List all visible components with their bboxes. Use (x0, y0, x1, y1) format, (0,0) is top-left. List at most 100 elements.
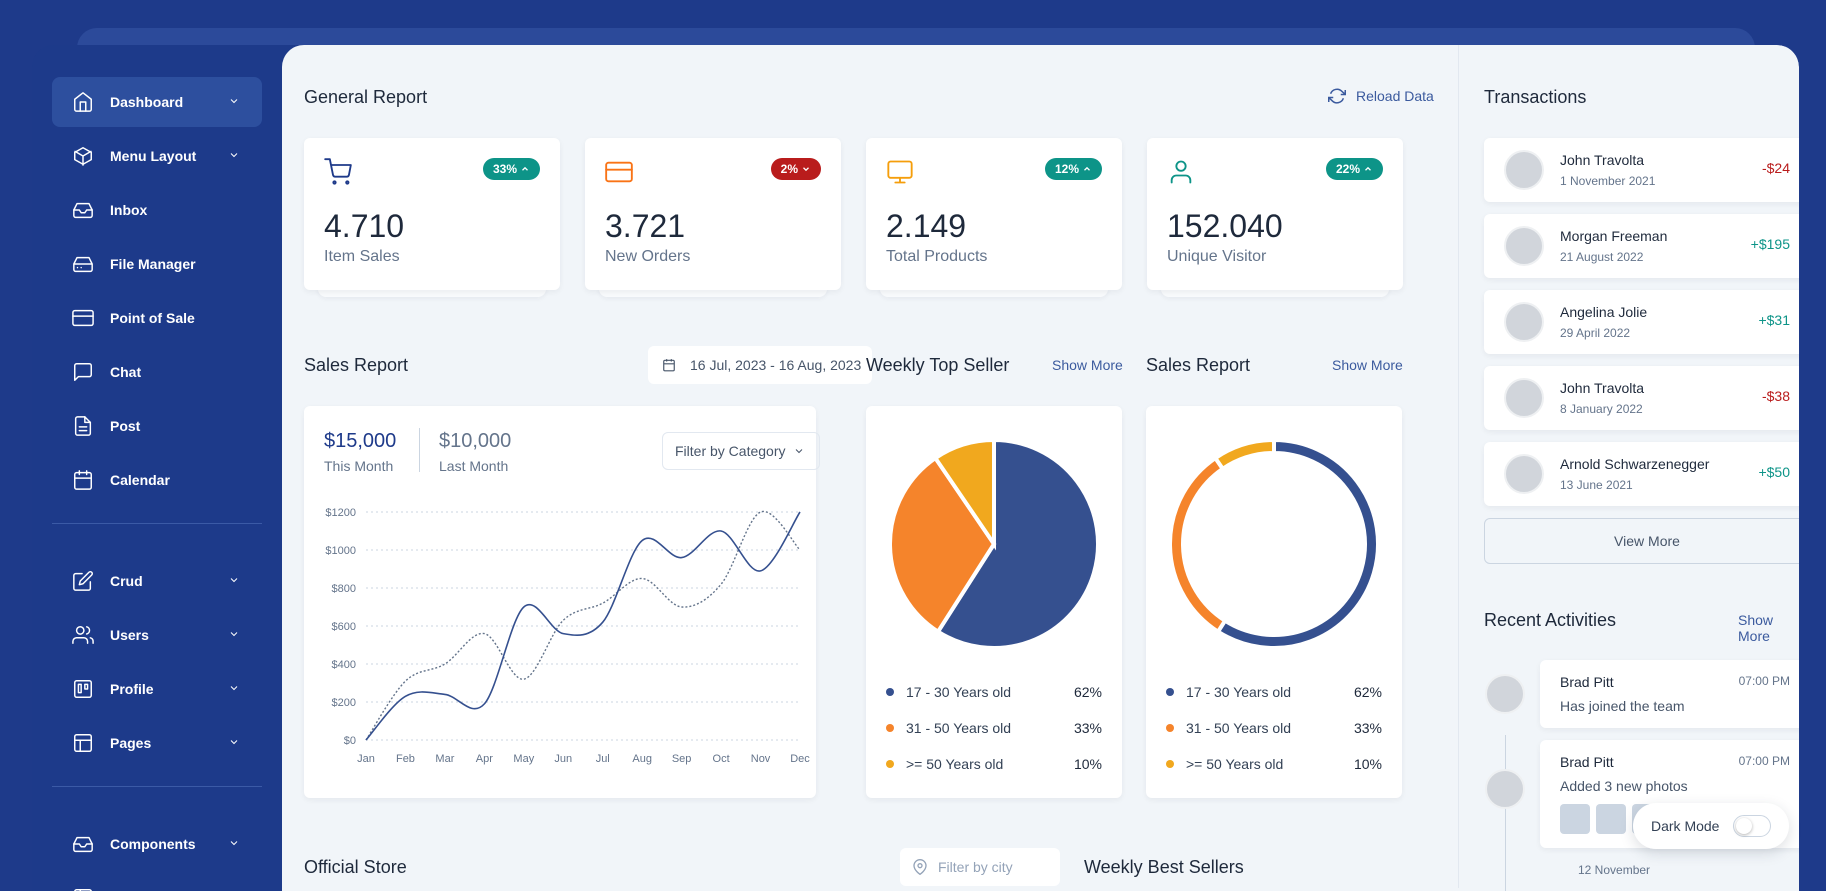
switch-knob (1736, 818, 1752, 834)
box-icon (72, 145, 94, 167)
transaction-item[interactable]: John Travolta 8 January 2022 -$38 (1484, 366, 1799, 430)
transaction-name: Angelina Jolie (1560, 304, 1648, 320)
activity-text: Has joined the team (1560, 698, 1685, 714)
y-tick-label: $0 (344, 735, 356, 747)
view-more-button[interactable]: View More (1484, 518, 1799, 564)
x-tick-label: Feb (396, 753, 415, 765)
series-line-last-month (365, 510, 801, 741)
activity-item: Brad Pitt 07:00 PM Has joined the team (1540, 660, 1799, 728)
transaction-date: 8 January 2022 (1560, 402, 1643, 416)
chevron-down-icon (796, 449, 803, 454)
sidebar-item-components[interactable]: Components (52, 819, 262, 869)
x-tick-label: Nov (751, 753, 771, 765)
transaction-date: 29 April 2022 (1560, 326, 1631, 340)
inbox-icon (72, 833, 94, 855)
dark-mode-toggle[interactable]: Dark Mode (1633, 803, 1789, 849)
sidebar-item-label: Calendar (110, 472, 170, 488)
sidebar-item-chat[interactable]: Chat (52, 347, 262, 397)
date-range-value: 16 Jul, 2023 - 16 Aug, 2023 (690, 357, 862, 373)
weekly-top-seller-show-more[interactable]: Show More (1052, 357, 1123, 373)
y-tick-label: $400 (332, 659, 356, 671)
recent-activities-show-more[interactable]: Show More (1738, 612, 1774, 644)
transaction-item[interactable]: Arnold Schwarzenegger 13 June 2021 +$50 (1484, 442, 1799, 506)
sidebar-item-label: Profile (110, 681, 154, 697)
legend-item: 17 - 30 Years old 62% (1166, 682, 1382, 702)
legend-item: >= 50 Years old 10% (1166, 754, 1382, 774)
sidebar-item-label: Pages (110, 735, 152, 751)
sidebar-item-label: Post (110, 418, 141, 434)
sales-report-2-card: 17 - 30 Years old 62% 31 - 50 Years old 33%… (1146, 406, 1402, 798)
sidebar-item-label: Dashboard (110, 94, 184, 110)
activity-text: Added 3 new photos (1560, 778, 1688, 794)
sidebar-item-label: Point of Sale (110, 310, 195, 326)
transaction-item[interactable]: Morgan Freeman 21 August 2022 +$195 (1484, 214, 1799, 278)
sidebar-item-calendar[interactable]: Calendar (52, 455, 262, 505)
sidebar-item-crud[interactable]: Crud (52, 556, 262, 606)
chevron-down-icon (230, 99, 238, 104)
sidebar-item-dashboard[interactable]: Dashboard (52, 77, 262, 127)
weekly-top-seller-card: 17 - 30 Years old 62% 31 - 50 Years old 33%… (866, 406, 1122, 798)
stat-label: New Orders (605, 248, 691, 265)
sidebar-divider (52, 523, 262, 524)
filter-city-input[interactable]: Filter by city (938, 859, 1013, 875)
activity-time: 07:00 PM (1738, 754, 1790, 768)
reload-data-button[interactable]: Reload Data (1328, 87, 1434, 105)
legend-item: 31 - 50 Years old 33% (1166, 718, 1382, 738)
sidebar-item-file-manager[interactable]: File Manager (52, 239, 262, 289)
calendar-icon (72, 469, 94, 491)
chevron-up-icon (1084, 166, 1090, 171)
sales-report-2-show-more[interactable]: Show More (1332, 357, 1403, 373)
photo-thumbnail[interactable] (1596, 804, 1626, 834)
transaction-item[interactable]: John Travolta 1 November 2021 -$24 (1484, 138, 1799, 202)
legend-percent: 62% (1073, 684, 1102, 700)
transaction-item[interactable]: Angelina Jolie 29 April 2022 +$31 (1484, 290, 1799, 354)
activity-time: 07:00 PM (1738, 674, 1790, 688)
sidebar-item-label: Chat (110, 364, 142, 380)
pie-slice (935, 437, 1100, 650)
activity-name: Brad Pitt (1560, 754, 1614, 770)
photo-thumbnail[interactable] (1560, 804, 1590, 834)
transaction-amount: +$31 (1758, 312, 1790, 328)
legend-label: 31 - 50 Years old (906, 720, 1012, 736)
dark-mode-switch[interactable] (1733, 815, 1771, 837)
filter-city-input-wrap[interactable]: Filter by city (900, 848, 1060, 886)
chevron-down-icon (230, 153, 238, 158)
timeline-date: 12 November (1578, 863, 1651, 877)
legend-percent: 10% (1073, 756, 1102, 772)
legend-item: 17 - 30 Years old 62% (886, 682, 1102, 702)
avatar (1485, 674, 1525, 714)
transaction-amount: +$195 (1750, 236, 1790, 252)
legend-item: 31 - 50 Years old 33% (886, 718, 1102, 738)
x-tick-label: Oct (713, 753, 730, 765)
avatar (1485, 769, 1525, 809)
sales-report-2-title: Sales Report (1146, 355, 1251, 375)
sidebar-item-profile[interactable]: Profile (52, 664, 262, 714)
last-month-value: $10,000 (439, 430, 512, 452)
sales-report-donut (1168, 437, 1380, 650)
pie-slice (1168, 455, 1228, 635)
sidebar-item-inbox[interactable]: Inbox (52, 185, 262, 235)
sales-report-card: $15,000 This Month $10,000 Last Month Fi… (304, 406, 820, 798)
pie-slice (932, 437, 996, 551)
transaction-name: John Travolta (1560, 152, 1645, 168)
date-range-picker[interactable]: 16 Jul, 2023 - 16 Aug, 2023 (648, 346, 872, 384)
divider (419, 428, 420, 472)
layout-icon (72, 732, 94, 754)
sidebar-item-pages[interactable]: Pages (52, 718, 262, 768)
transaction-amount: +$50 (1758, 464, 1790, 480)
legend-dot (886, 688, 894, 696)
filter-category-select[interactable]: Filter by Category (662, 432, 820, 470)
sidebar-item-point-of-sale[interactable]: Point of Sale (52, 293, 262, 343)
sidebar-item-post[interactable]: Post (52, 401, 262, 451)
legend-label: 17 - 30 Years old (1186, 684, 1292, 700)
sidebar-item-users[interactable]: Users (52, 610, 262, 660)
transactions-title: Transactions (1484, 87, 1587, 107)
x-tick-label: Jul (596, 753, 610, 765)
chevron-down-icon (230, 632, 238, 637)
sidebar-item-f-[interactable]: F... (52, 873, 262, 891)
sidebar-item-menu-layout[interactable]: Menu Layout (52, 131, 262, 181)
stat-value: 2.149 (886, 208, 967, 244)
this-month-value: $15,000 (324, 430, 397, 452)
credit-card-icon (605, 158, 633, 191)
